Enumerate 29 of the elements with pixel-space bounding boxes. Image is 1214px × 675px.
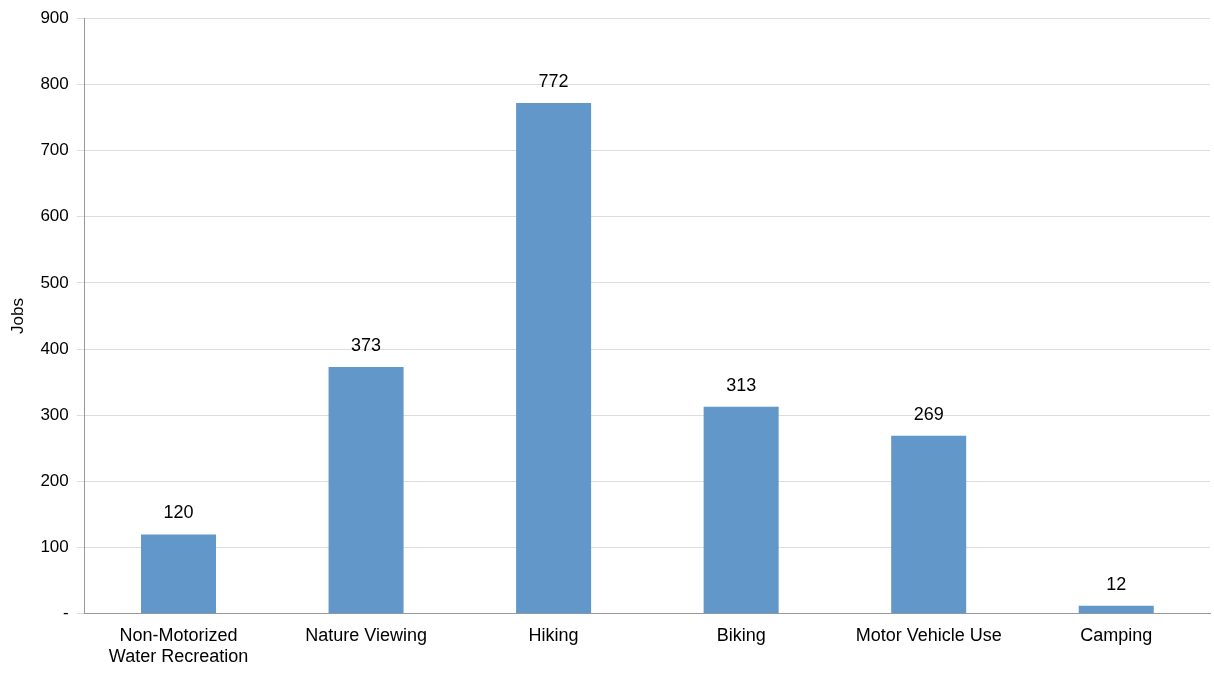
y-axis-title: Jobs — [7, 298, 27, 334]
y-tick-label: 800 — [40, 74, 69, 94]
bar — [891, 435, 967, 614]
x-tick-label: Nature Viewing — [305, 624, 427, 645]
y-tick-label: 100 — [40, 537, 69, 557]
y-tick-label: 500 — [40, 272, 69, 292]
y-tick-label: 700 — [40, 140, 69, 160]
data-label: 313 — [726, 374, 757, 395]
x-tick-label: Camping — [1080, 624, 1153, 645]
bar — [141, 534, 217, 614]
y-tick-label: 600 — [40, 206, 69, 226]
data-label: 373 — [351, 334, 382, 355]
data-label: 12 — [1106, 573, 1127, 594]
data-label: 772 — [538, 70, 569, 91]
x-tick-label: Biking — [716, 624, 766, 645]
bar — [516, 102, 592, 614]
x-tick-label: Non-Motorized Water Recreation — [108, 624, 249, 667]
bar — [328, 366, 404, 614]
bar — [1078, 605, 1154, 614]
y-tick-label: 300 — [40, 404, 69, 424]
y-tick-label: 400 — [40, 338, 69, 358]
x-tick-label: Hiking — [528, 624, 579, 645]
data-label: 120 — [163, 502, 194, 523]
x-tick-label: Motor Vehicle Use — [855, 624, 1002, 645]
y-tick-label: - — [63, 603, 69, 623]
data-label: 269 — [913, 403, 944, 424]
y-tick-label: 200 — [40, 471, 69, 491]
y-tick-label: 900 — [40, 7, 69, 27]
bar — [703, 406, 779, 614]
